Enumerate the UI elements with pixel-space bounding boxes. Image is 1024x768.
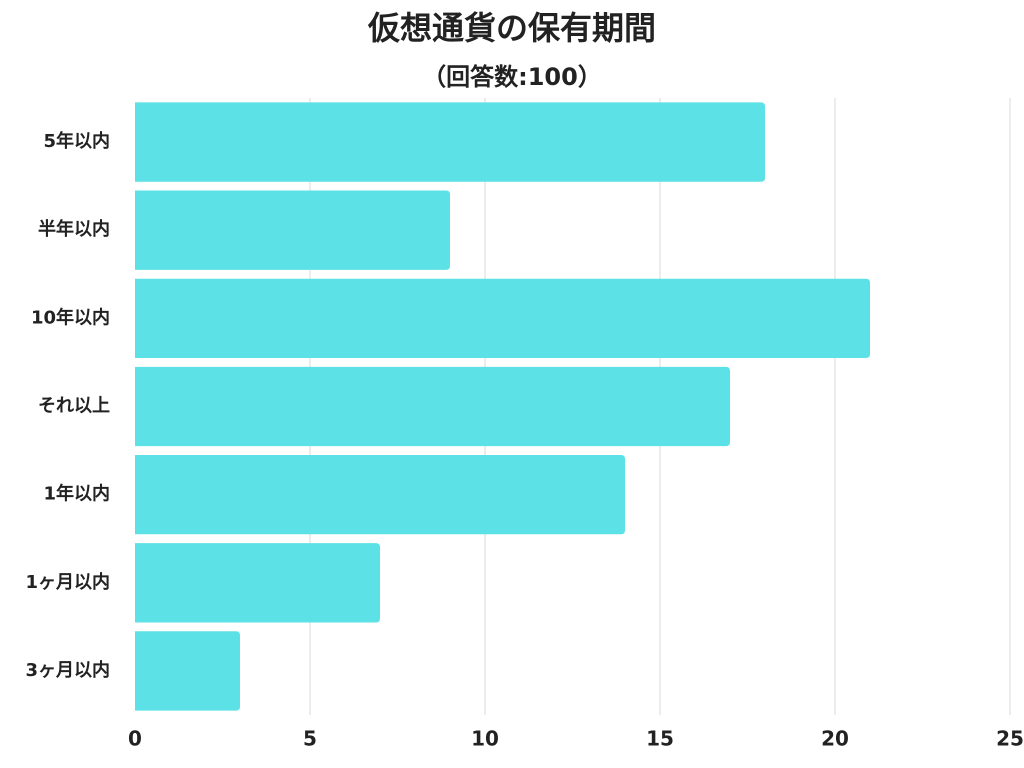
x-tick-label: 10: [471, 727, 499, 751]
x-tick-label: 20: [821, 727, 849, 751]
chart-subtitle: （回答数:100）: [422, 63, 602, 91]
bar: [135, 102, 765, 182]
y-tick-label: 半年以内: [38, 218, 110, 240]
bar: [135, 190, 450, 270]
x-tick-label: 5: [303, 727, 317, 751]
bar: [135, 631, 240, 711]
bar: [135, 454, 625, 535]
y-tick-label: 10年以内: [31, 306, 110, 328]
y-tick-label: 1ヶ月以内: [25, 571, 110, 593]
x-tick-label: 0: [128, 727, 142, 751]
bar: [135, 278, 870, 359]
x-tick-label: 15: [646, 727, 674, 751]
x-tick-label: 25: [996, 727, 1024, 751]
chart-title: 仮想通貨の保有期間: [367, 9, 656, 47]
y-tick-label: それ以上: [38, 396, 110, 417]
bar: [135, 366, 730, 447]
bar: [135, 543, 380, 623]
y-tick-label: 1年以内: [43, 483, 110, 505]
y-tick-label: 3ヶ月以内: [25, 659, 110, 681]
y-tick-label: 5年以内: [43, 130, 110, 152]
